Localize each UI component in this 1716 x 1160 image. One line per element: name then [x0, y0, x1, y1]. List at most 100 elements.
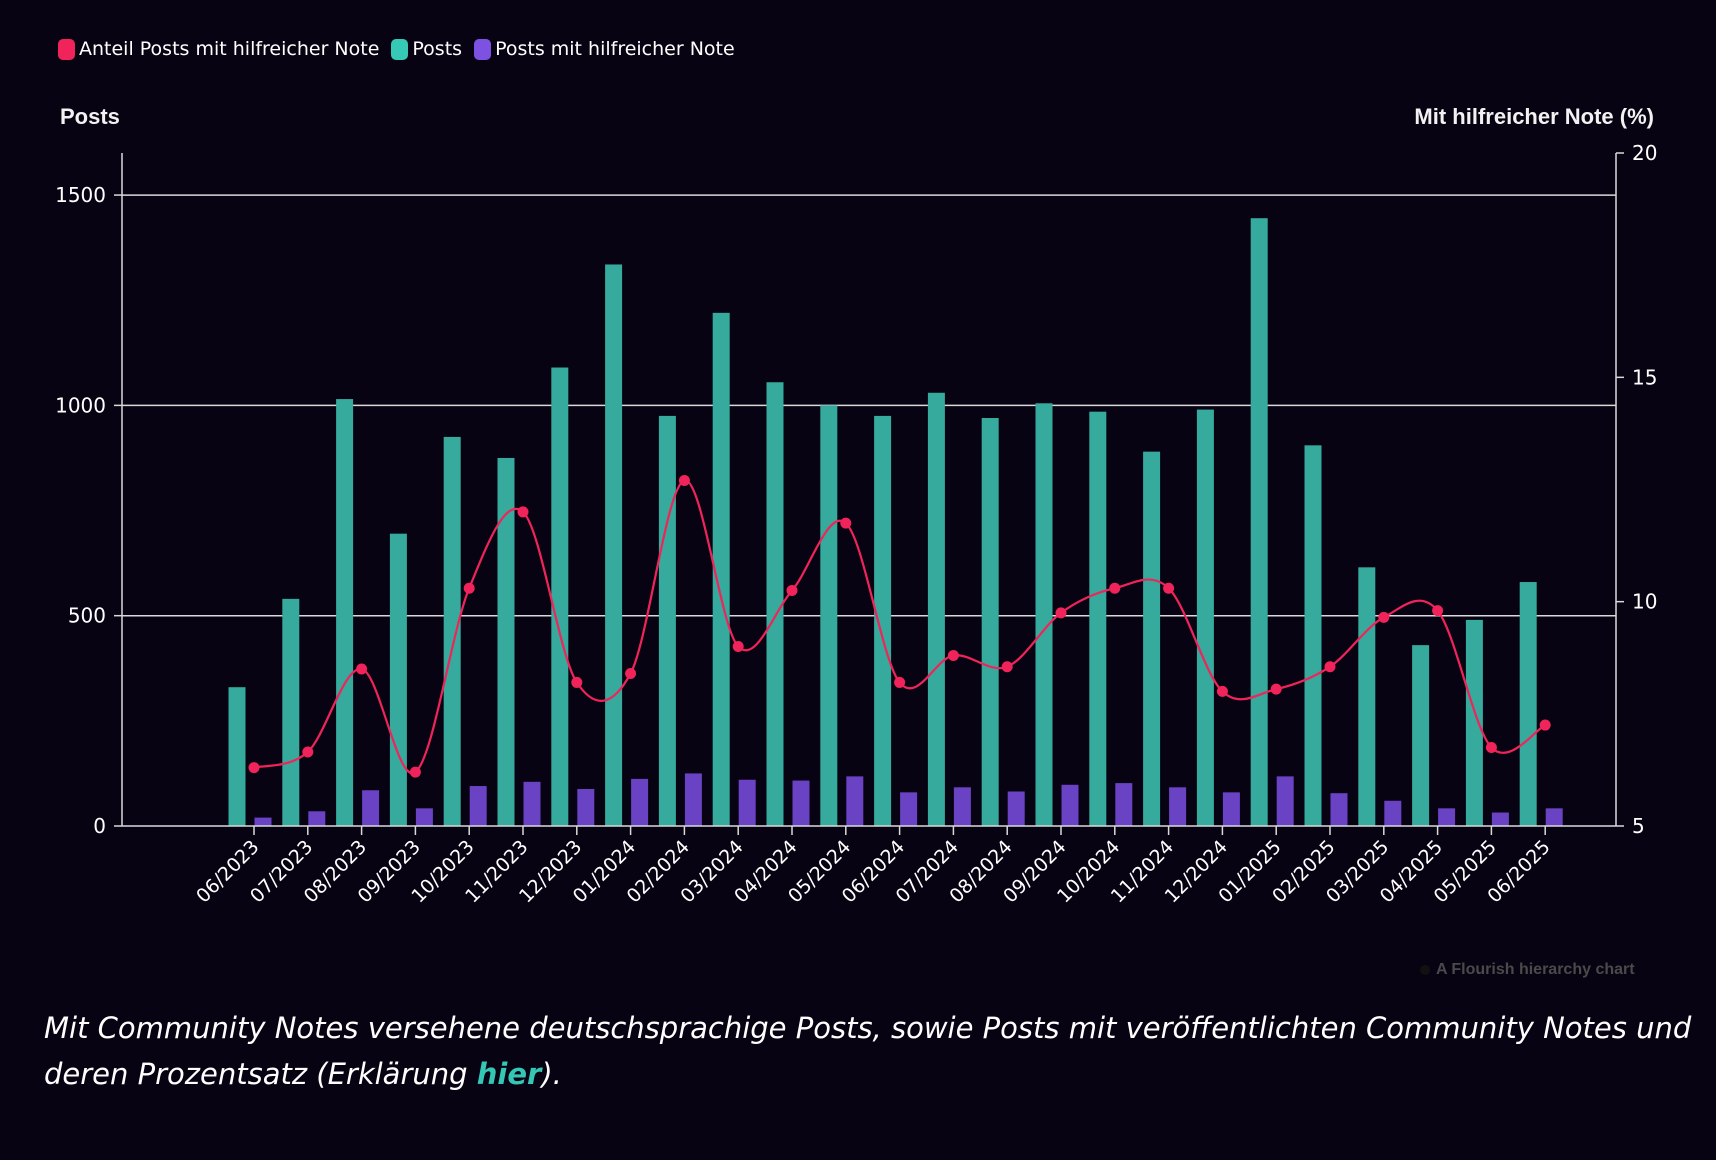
legend-item-posts[interactable]: Posts	[391, 38, 462, 60]
right-tick-label: 15	[1632, 365, 1657, 389]
bar-helpful	[1007, 791, 1025, 826]
caption-text-end: ).	[541, 1057, 562, 1091]
legend-label-share: Anteil Posts mit hilfreicher Note	[79, 38, 380, 60]
point-share	[1163, 582, 1175, 594]
flourish-logo-icon	[1420, 965, 1430, 975]
point-share	[1055, 607, 1067, 619]
bar-posts	[1465, 619, 1483, 826]
bar-posts	[1358, 567, 1376, 826]
point-share	[1270, 683, 1282, 695]
point-share	[625, 667, 637, 679]
bar-helpful	[1330, 793, 1348, 826]
point-share	[894, 676, 906, 688]
bar-helpful	[738, 779, 756, 826]
bar-posts	[1089, 411, 1107, 826]
bar-posts	[497, 457, 515, 826]
legend-swatch-helpful	[474, 38, 492, 60]
bar-helpful	[631, 778, 649, 826]
caption-text: Mit Community Notes versehene deutschspr…	[44, 1011, 1692, 1091]
point-share	[1109, 582, 1121, 594]
bar-helpful	[254, 817, 272, 826]
point-share	[947, 650, 959, 662]
point-share	[463, 582, 475, 594]
bar-helpful	[1276, 776, 1294, 826]
left-tick-label: 1000	[55, 393, 106, 417]
point-share	[517, 506, 529, 518]
combo-chart: 050010001500510152006/202307/202308/2023…	[55, 141, 1657, 907]
point-share	[302, 746, 314, 758]
point-share	[732, 641, 744, 653]
bar-posts	[1412, 645, 1430, 826]
point-share	[409, 766, 421, 778]
chart-legend: Anteil Posts mit hilfreicher Note Posts …	[58, 38, 737, 60]
bar-posts	[282, 598, 300, 826]
legend-item-share[interactable]: Anteil Posts mit hilfreicher Note	[58, 38, 379, 60]
bar-posts	[605, 264, 623, 826]
bar-posts	[1250, 218, 1268, 826]
bar-helpful	[308, 811, 326, 826]
point-share	[1485, 741, 1497, 753]
point-share	[786, 584, 798, 596]
bar-posts	[228, 687, 246, 826]
left-tick-label: 1500	[55, 183, 106, 207]
left-tick-label: 500	[68, 604, 106, 628]
point-share	[1378, 611, 1390, 623]
bar-helpful	[1115, 783, 1133, 826]
chart-caption: Mit Community Notes versehene deutschspr…	[44, 1005, 1694, 1097]
point-share	[248, 762, 260, 774]
point-share	[1216, 685, 1228, 697]
point-share	[1324, 661, 1336, 673]
point-share	[1001, 661, 1013, 673]
bar-helpful	[684, 773, 702, 826]
caption-link[interactable]: hier	[476, 1057, 542, 1091]
legend-label-helpful: Posts mit hilfreicher Note	[495, 38, 735, 60]
bar-posts	[336, 399, 354, 826]
bar-posts	[658, 415, 676, 826]
bar-posts	[1035, 403, 1053, 826]
bar-posts	[443, 436, 461, 826]
point-share	[356, 663, 368, 675]
left-axis-title: Posts	[60, 104, 120, 129]
bar-posts	[981, 417, 999, 826]
legend-swatch-share	[58, 38, 75, 60]
right-tick-label: 20	[1632, 141, 1657, 165]
bar-helpful	[953, 787, 971, 826]
bar-helpful	[792, 780, 810, 826]
bar-helpful	[362, 790, 380, 826]
bar-helpful	[1545, 808, 1563, 826]
bar-helpful	[900, 792, 918, 826]
point-share	[571, 676, 583, 688]
bar-helpful	[1169, 787, 1187, 826]
bar-helpful	[523, 781, 541, 826]
bar-helpful	[1222, 792, 1240, 826]
bar-helpful	[415, 808, 433, 826]
bar-posts	[874, 415, 892, 826]
bar-posts	[1519, 582, 1537, 826]
bar-posts	[1196, 409, 1214, 826]
bar-posts	[1304, 445, 1322, 826]
bar-posts	[820, 405, 838, 826]
bar-helpful	[846, 776, 864, 826]
right-tick-label: 5	[1632, 814, 1645, 838]
flourish-credit[interactable]: A Flourish hierarchy chart	[1420, 961, 1635, 979]
bar-helpful	[469, 786, 487, 826]
point-share	[840, 517, 852, 529]
point-share	[1432, 605, 1444, 617]
legend-label-posts: Posts	[412, 38, 463, 60]
left-tick-label: 0	[93, 814, 106, 838]
bar-posts	[551, 367, 569, 826]
point-share	[1539, 719, 1551, 731]
legend-swatch-posts	[391, 38, 409, 60]
point-share	[678, 475, 690, 487]
legend-item-helpful[interactable]: Posts mit hilfreicher Note	[474, 38, 735, 60]
bar-helpful	[1384, 800, 1402, 826]
bar-posts	[927, 392, 945, 826]
bar-helpful	[577, 788, 595, 826]
bar-posts	[1143, 451, 1161, 826]
bar-posts	[389, 533, 407, 826]
bar-posts	[712, 312, 730, 826]
bar-helpful	[1061, 784, 1079, 826]
credit-text: A Flourish hierarchy chart	[1436, 961, 1635, 978]
right-axis-title: Mit hilfreicher Note (%)	[1414, 104, 1654, 129]
bar-helpful	[1491, 812, 1509, 826]
